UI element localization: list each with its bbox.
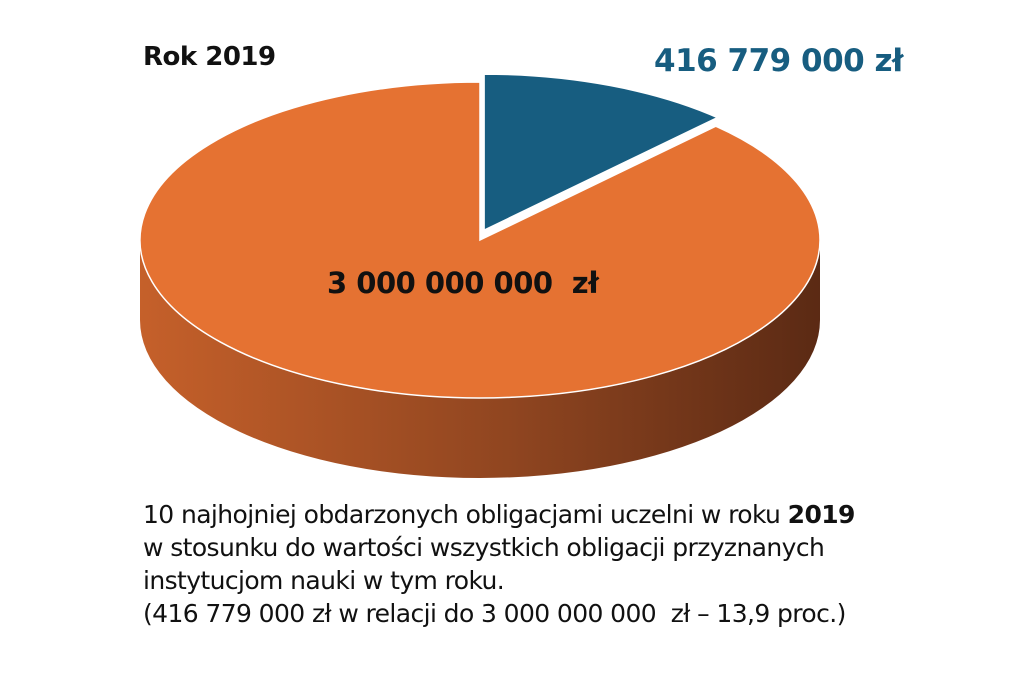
caption-line-1-text: 10 najhojniej obdarzonych obligacjami uc…: [143, 500, 788, 529]
large-slice-label: 3 000 000 000 zł: [327, 266, 599, 300]
caption-line-1: 10 najhojniej obdarzonych obligacjami uc…: [143, 498, 973, 531]
pie-slice-small: [481, 71, 723, 234]
caption-line-2: w stosunku do wartości wszystkich obliga…: [143, 533, 825, 562]
caption-year: 2019: [787, 500, 856, 529]
pie-slice-large: [139, 81, 821, 399]
caption-line-3: instytucjom nauki w tym roku.: [143, 566, 505, 595]
pie-side-wall: [140, 240, 820, 478]
small-slice-label: 416 779 000 zł: [654, 43, 904, 79]
chart-title: Rok 2019: [143, 42, 276, 72]
chart-caption: 10 najhojniej obdarzonych obligacjami uc…: [143, 498, 973, 630]
caption-line-4: (416 779 000 zł w relacji do 3 000 000 0…: [143, 599, 846, 628]
